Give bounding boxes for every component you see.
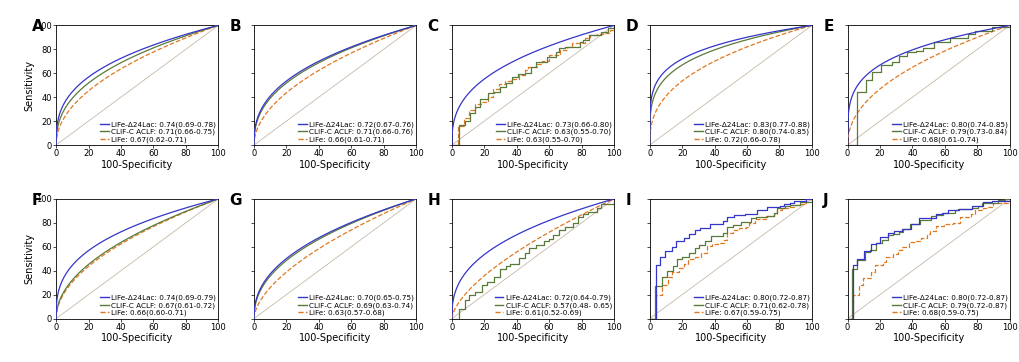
Legend: LiFe-Δ24Lac: 0.80(0.72-0.87), CLIF-C ACLF: 0.79(0.72-0.87), LiFe: 0.68(0.59-0.75: LiFe-Δ24Lac: 0.80(0.72-0.87), CLIF-C ACL… <box>891 294 1008 317</box>
Text: A: A <box>32 19 44 34</box>
Legend: LiFe-Δ24Lac: 0.80(0.74-0.85), CLIF-C ACLF: 0.79(0.73-0.84), LiFe: 0.68(0.61-0.74: LiFe-Δ24Lac: 0.80(0.74-0.85), CLIF-C ACL… <box>891 120 1008 144</box>
X-axis label: 100-Specificity: 100-Specificity <box>299 333 371 343</box>
Legend: LiFe-Δ24Lac: 0.73(0.66-0.80), CLIF-C ACLF: 0.63(0.55-0.70), LiFe: 0.63(0.55-0.70: LiFe-Δ24Lac: 0.73(0.66-0.80), CLIF-C ACL… <box>495 120 612 144</box>
X-axis label: 100-Specificity: 100-Specificity <box>892 333 964 343</box>
Y-axis label: Sensitivity: Sensitivity <box>24 60 35 111</box>
X-axis label: 100-Specificity: 100-Specificity <box>496 333 569 343</box>
Legend: LiFe-Δ24Lac: 0.80(0.72-0.87), CLIF-C ACLF: 0.71(0.62-0.78), LiFe: 0.67(0.59-0.75: LiFe-Δ24Lac: 0.80(0.72-0.87), CLIF-C ACL… <box>693 294 810 317</box>
Text: B: B <box>229 19 242 34</box>
Text: J: J <box>822 193 828 208</box>
Legend: LiFe-Δ24Lac: 0.83(0.77-0.88), CLIF-C ACLF: 0.80(0.74-0.85), LiFe: 0.72(0.66-0.78: LiFe-Δ24Lac: 0.83(0.77-0.88), CLIF-C ACL… <box>693 120 810 144</box>
Text: I: I <box>625 193 631 208</box>
Legend: LiFe-Δ24Lac: 0.72(0.64-0.79), CLIF-C ACLF: 0.57(0.48- 0.65), LiFe: 0.61(0.52-0.6: LiFe-Δ24Lac: 0.72(0.64-0.79), CLIF-C ACL… <box>493 294 612 317</box>
Legend: LiFe-Δ24Lac: 0.70(0.65-0.75), CLIF-C ACLF: 0.69(0.63-0.74), LiFe: 0.63(0.57-0.68: LiFe-Δ24Lac: 0.70(0.65-0.75), CLIF-C ACL… <box>298 294 415 317</box>
X-axis label: 100-Specificity: 100-Specificity <box>892 160 964 169</box>
X-axis label: 100-Specificity: 100-Specificity <box>101 333 173 343</box>
X-axis label: 100-Specificity: 100-Specificity <box>694 333 766 343</box>
Legend: LiFe-Δ24Lac: 0.74(0.69-0.78), CLIF-C ACLF: 0.71(0.66-0.75), LiFe: 0.67(0.62-0.71: LiFe-Δ24Lac: 0.74(0.69-0.78), CLIF-C ACL… <box>100 120 217 144</box>
X-axis label: 100-Specificity: 100-Specificity <box>299 160 371 169</box>
Legend: LiFe-Δ24Lac: 0.72(0.67-0.76), CLIF-C ACLF: 0.71(0.66-0.76), LiFe: 0.66(0.61-0.71: LiFe-Δ24Lac: 0.72(0.67-0.76), CLIF-C ACL… <box>298 120 415 144</box>
X-axis label: 100-Specificity: 100-Specificity <box>101 160 173 169</box>
Text: C: C <box>427 19 438 34</box>
Text: D: D <box>625 19 638 34</box>
Text: F: F <box>32 193 42 208</box>
Text: G: G <box>229 193 242 208</box>
Text: E: E <box>822 19 833 34</box>
Y-axis label: Sensitivity: Sensitivity <box>24 233 35 284</box>
Text: H: H <box>427 193 440 208</box>
Legend: LiFe-Δ24Lac: 0.74(0.69-0.79), CLIF-C ACLF: 0.67(0.61-0.72), LiFe: 0.66(0.60-0.71: LiFe-Δ24Lac: 0.74(0.69-0.79), CLIF-C ACL… <box>100 294 217 317</box>
X-axis label: 100-Specificity: 100-Specificity <box>496 160 569 169</box>
X-axis label: 100-Specificity: 100-Specificity <box>694 160 766 169</box>
